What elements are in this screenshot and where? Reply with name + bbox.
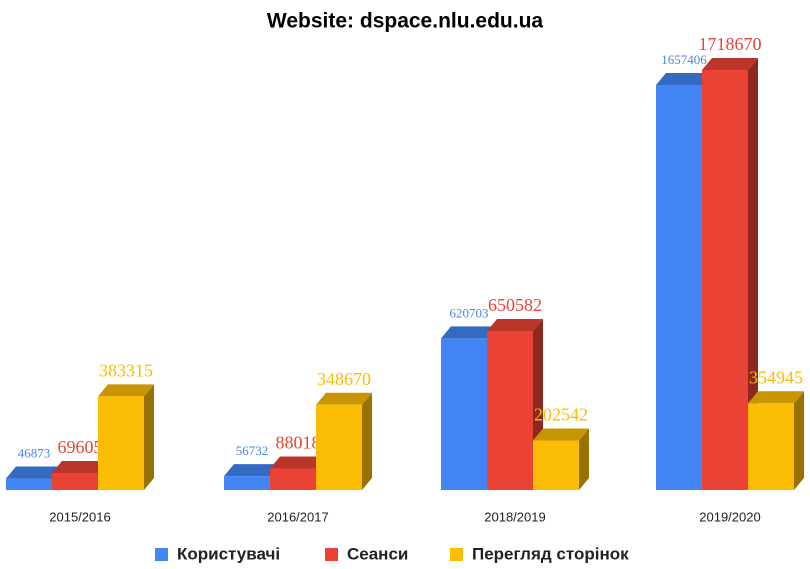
legend-swatch	[325, 548, 338, 561]
bar	[656, 84, 702, 491]
data-label: 620703	[450, 305, 489, 320]
bar	[224, 476, 270, 490]
data-label: 348670	[317, 369, 371, 389]
bar-top	[316, 392, 372, 405]
bar	[6, 478, 52, 490]
bar-side	[748, 58, 758, 490]
bar-top	[6, 466, 62, 479]
bar-side	[144, 384, 154, 490]
data-label: 46873	[18, 446, 51, 461]
bar	[533, 440, 579, 490]
bar-side	[794, 391, 804, 490]
bar-side	[579, 428, 589, 490]
data-label: 383315	[99, 360, 153, 380]
legend-swatch	[450, 548, 463, 561]
bar	[316, 404, 362, 490]
bar-top	[224, 464, 280, 477]
bar	[702, 70, 748, 490]
data-label: 1657406	[661, 52, 707, 67]
bar-top	[98, 384, 154, 397]
x-tick-label: 2019/2020	[699, 509, 760, 524]
bar-top	[533, 428, 589, 441]
data-label: 202542	[534, 405, 588, 425]
bar-top	[656, 72, 712, 85]
data-label: 56732	[236, 443, 269, 458]
x-tick-label: 2018/2019	[484, 509, 545, 524]
data-label: 354945	[749, 367, 803, 387]
bar-top	[702, 58, 758, 70]
bar	[441, 338, 487, 490]
x-tick-label: 2016/2017	[267, 509, 328, 524]
bar-top	[487, 319, 543, 332]
legend-label: Сеанси	[347, 544, 408, 563]
bar	[748, 403, 794, 490]
data-label: 69605	[58, 437, 103, 457]
bar-top	[52, 460, 108, 473]
bar	[487, 331, 533, 490]
bar-side	[362, 392, 372, 490]
legend-label: Користувачі	[177, 544, 280, 563]
bar	[52, 472, 98, 490]
bar-top	[441, 326, 497, 339]
bar-top	[270, 456, 326, 469]
legend-swatch	[155, 548, 168, 561]
legend-label: Перегляд сторінок	[472, 544, 629, 563]
bar-top	[748, 391, 804, 404]
data-label: 88018	[276, 433, 321, 453]
data-label: 1718670	[699, 34, 762, 54]
chart-title: Website: dspace.nlu.edu.ua	[267, 10, 543, 33]
bar	[270, 468, 316, 490]
x-tick-label: 2015/2016	[49, 509, 110, 524]
bar	[98, 396, 144, 490]
data-label: 650582	[488, 295, 542, 315]
